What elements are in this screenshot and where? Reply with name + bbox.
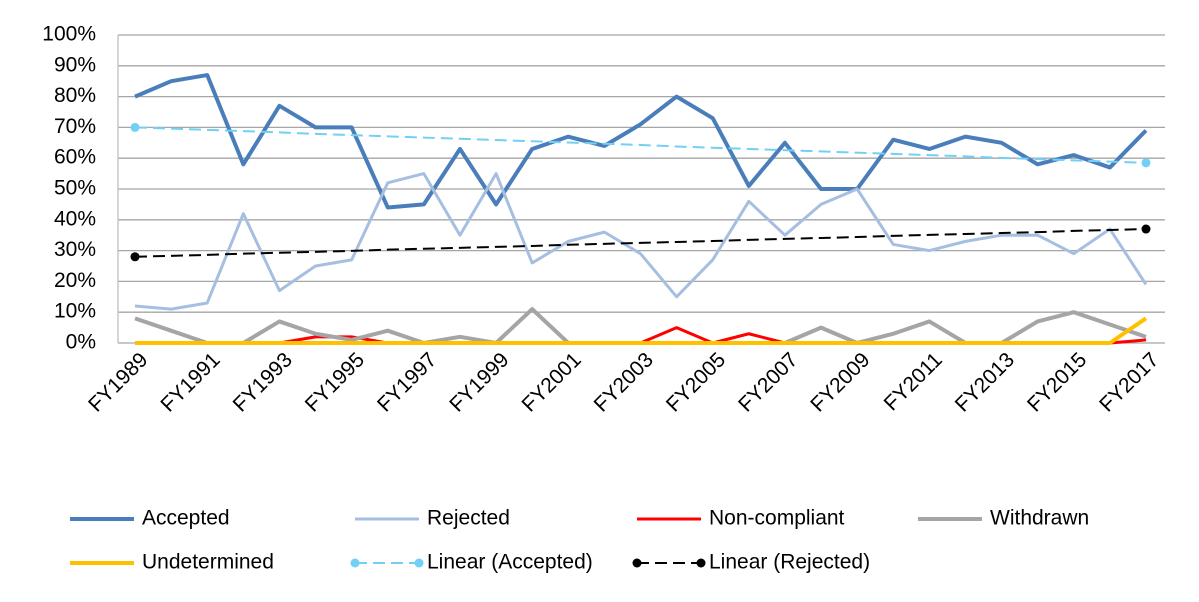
x-tick-label: FY2015 bbox=[1023, 348, 1091, 416]
legend-label: Linear (Accepted) bbox=[427, 551, 593, 574]
x-tick-label: FY1991 bbox=[156, 348, 224, 416]
trend-marker bbox=[130, 252, 140, 262]
y-tick-label: 40% bbox=[54, 207, 96, 230]
series-line bbox=[134, 228, 1147, 258]
series-line bbox=[134, 73, 1148, 210]
legend-marker bbox=[632, 558, 642, 568]
x-tick-label: FY1999 bbox=[445, 348, 513, 416]
y-tick-label: 80% bbox=[54, 84, 96, 107]
legend-label: Accepted bbox=[142, 507, 230, 530]
x-tick-label: FY2005 bbox=[662, 348, 730, 416]
y-tick-label: 0% bbox=[66, 331, 96, 354]
y-tick-label: 60% bbox=[54, 146, 96, 169]
series-line bbox=[134, 126, 1147, 164]
y-tick-label: 10% bbox=[54, 300, 96, 323]
series-line bbox=[135, 316, 1148, 345]
x-tick-label: FY1993 bbox=[229, 348, 297, 416]
x-tick-label: FY2009 bbox=[806, 348, 874, 416]
legend-marker bbox=[414, 558, 424, 568]
x-tick-label: FY1989 bbox=[84, 348, 152, 416]
x-tick-label: FY2001 bbox=[517, 348, 585, 416]
legend-label: Non-compliant bbox=[709, 507, 845, 530]
trend-marker bbox=[1141, 158, 1151, 168]
series-line bbox=[134, 172, 1148, 311]
y-tick-label: 70% bbox=[54, 115, 96, 138]
x-tick-label: FY1995 bbox=[301, 348, 369, 416]
y-tick-label: 30% bbox=[54, 238, 96, 261]
y-tick-label: 50% bbox=[54, 177, 96, 200]
y-tick-label: 90% bbox=[54, 53, 96, 76]
legend-marker bbox=[350, 558, 360, 568]
x-tick-label: FY2007 bbox=[734, 348, 802, 416]
legend-label: Rejected bbox=[427, 507, 510, 530]
legend-label: Withdrawn bbox=[990, 507, 1089, 530]
legend-label: Undetermined bbox=[142, 551, 274, 574]
series-line bbox=[134, 307, 1147, 345]
x-tick-label: FY2011 bbox=[880, 348, 947, 415]
legend-marker bbox=[696, 558, 706, 568]
y-tick-label: 100% bbox=[42, 23, 96, 46]
y-tick-label: 20% bbox=[54, 269, 96, 292]
x-tick-label: FY1997 bbox=[373, 348, 441, 416]
x-tick-label: FY2017 bbox=[1095, 348, 1163, 416]
trend-marker bbox=[1141, 224, 1151, 234]
series-line bbox=[135, 326, 1147, 345]
trend-marker bbox=[130, 122, 140, 132]
x-tick-label: FY2013 bbox=[951, 348, 1019, 416]
legend-label: Linear (Rejected) bbox=[709, 551, 870, 574]
x-tick-label: FY2003 bbox=[590, 348, 658, 416]
